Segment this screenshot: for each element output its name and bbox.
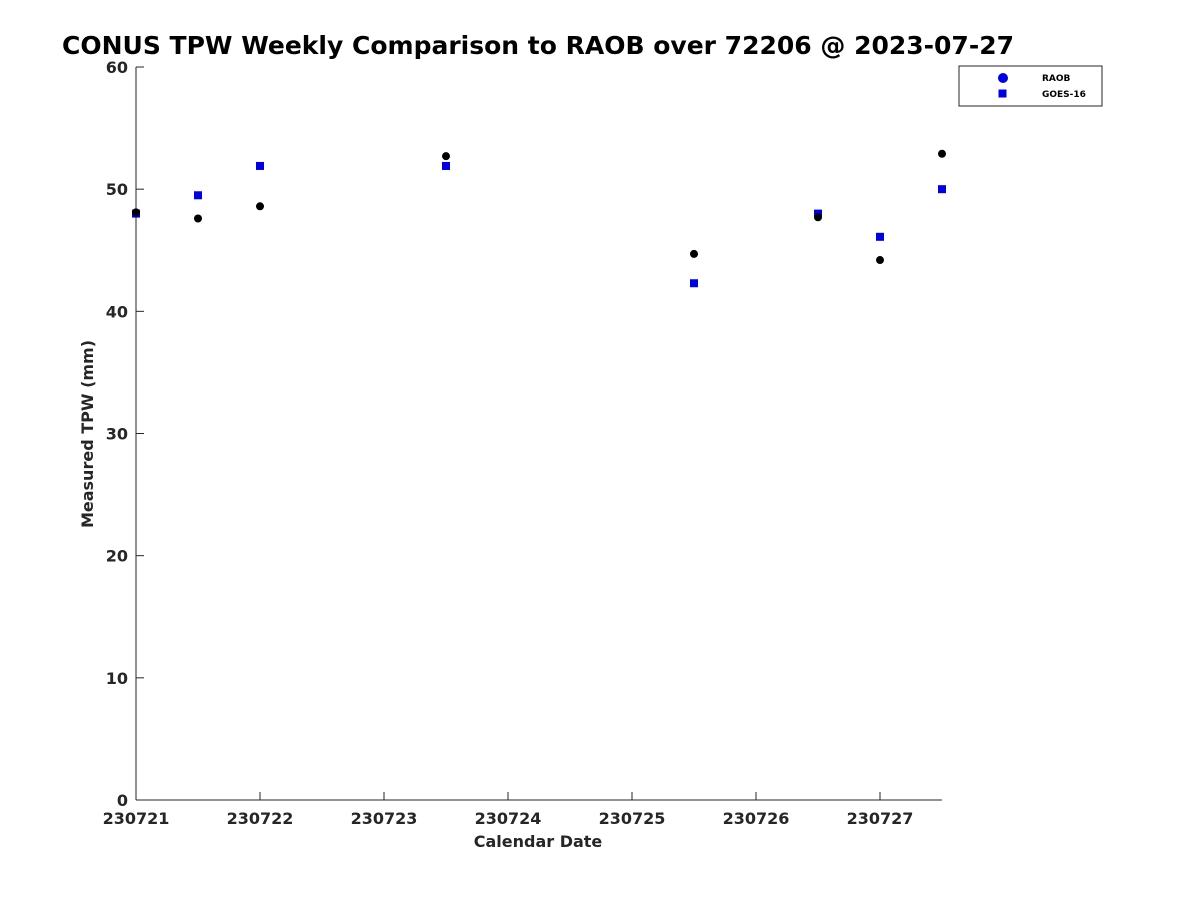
raob-point [690,249,698,258]
raob-point [876,256,884,265]
goes-16-point [194,191,202,200]
x-tick-label: 230725 [599,809,666,828]
y-tick-label: 40 [106,302,128,321]
y-tick-label: 10 [106,669,128,688]
legend-goes-label: GOES-16 [1042,90,1086,100]
y-tick-label: 30 [106,425,128,444]
legend: RAOB GOES-16 [958,65,1103,107]
x-tick-label: 230727 [847,809,914,828]
chart-title: CONUS TPW Weekly Comparison to RAOB over… [62,31,1014,60]
x-ticks: 230721 230722 230723 230724 230725 230726 2307… [103,792,914,828]
y-ticks: 0 10 20 30 40 50 60 [106,58,144,810]
y-tick-label: 20 [106,547,128,566]
legend-raob-marker [998,73,1008,83]
raob-point [132,208,140,217]
x-tick-label: 230726 [723,809,790,828]
legend-box [958,65,1103,107]
y-tick-label: 0 [117,791,128,810]
series-raob [132,149,946,265]
x-tick-label: 230723 [351,809,418,828]
goes-16-point [442,161,450,170]
goes-16-point [938,185,946,194]
goes-16-point [256,161,264,170]
x-tick-label: 230722 [227,809,294,828]
legend-raob-label: RAOB [1042,74,1071,84]
raob-point [256,202,264,211]
goes-16-point [690,279,698,288]
raob-point [938,149,946,158]
y-tick-label: 60 [106,58,128,77]
x-tick-label: 230721 [103,809,170,828]
legend-goes-marker [998,89,1007,98]
y-tick-label: 50 [106,180,128,199]
plot-axes [135,67,942,801]
raob-point [814,213,822,222]
goes-16-point [876,232,884,241]
raob-point [442,152,450,161]
y-axis-label: Measured TPW (mm) [78,340,97,528]
x-axis-label: Calendar Date [474,832,603,851]
series-goes-16 [132,161,946,288]
raob-point [194,214,202,223]
x-tick-label: 230724 [475,809,542,828]
